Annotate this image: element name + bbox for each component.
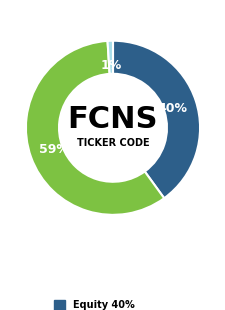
Text: 1%: 1%: [100, 59, 121, 72]
Text: 59%: 59%: [39, 143, 69, 156]
Wedge shape: [26, 41, 163, 215]
Text: 40%: 40%: [157, 102, 187, 115]
Text: FCNS: FCNS: [68, 104, 158, 134]
Wedge shape: [107, 41, 112, 74]
Wedge shape: [112, 41, 199, 198]
Text: TICKER CODE: TICKER CODE: [76, 139, 149, 148]
Legend: Equity 40%, Fixed income 59%, Crypto 1%: Equity 40%, Fixed income 59%, Crypto 1%: [48, 295, 177, 310]
